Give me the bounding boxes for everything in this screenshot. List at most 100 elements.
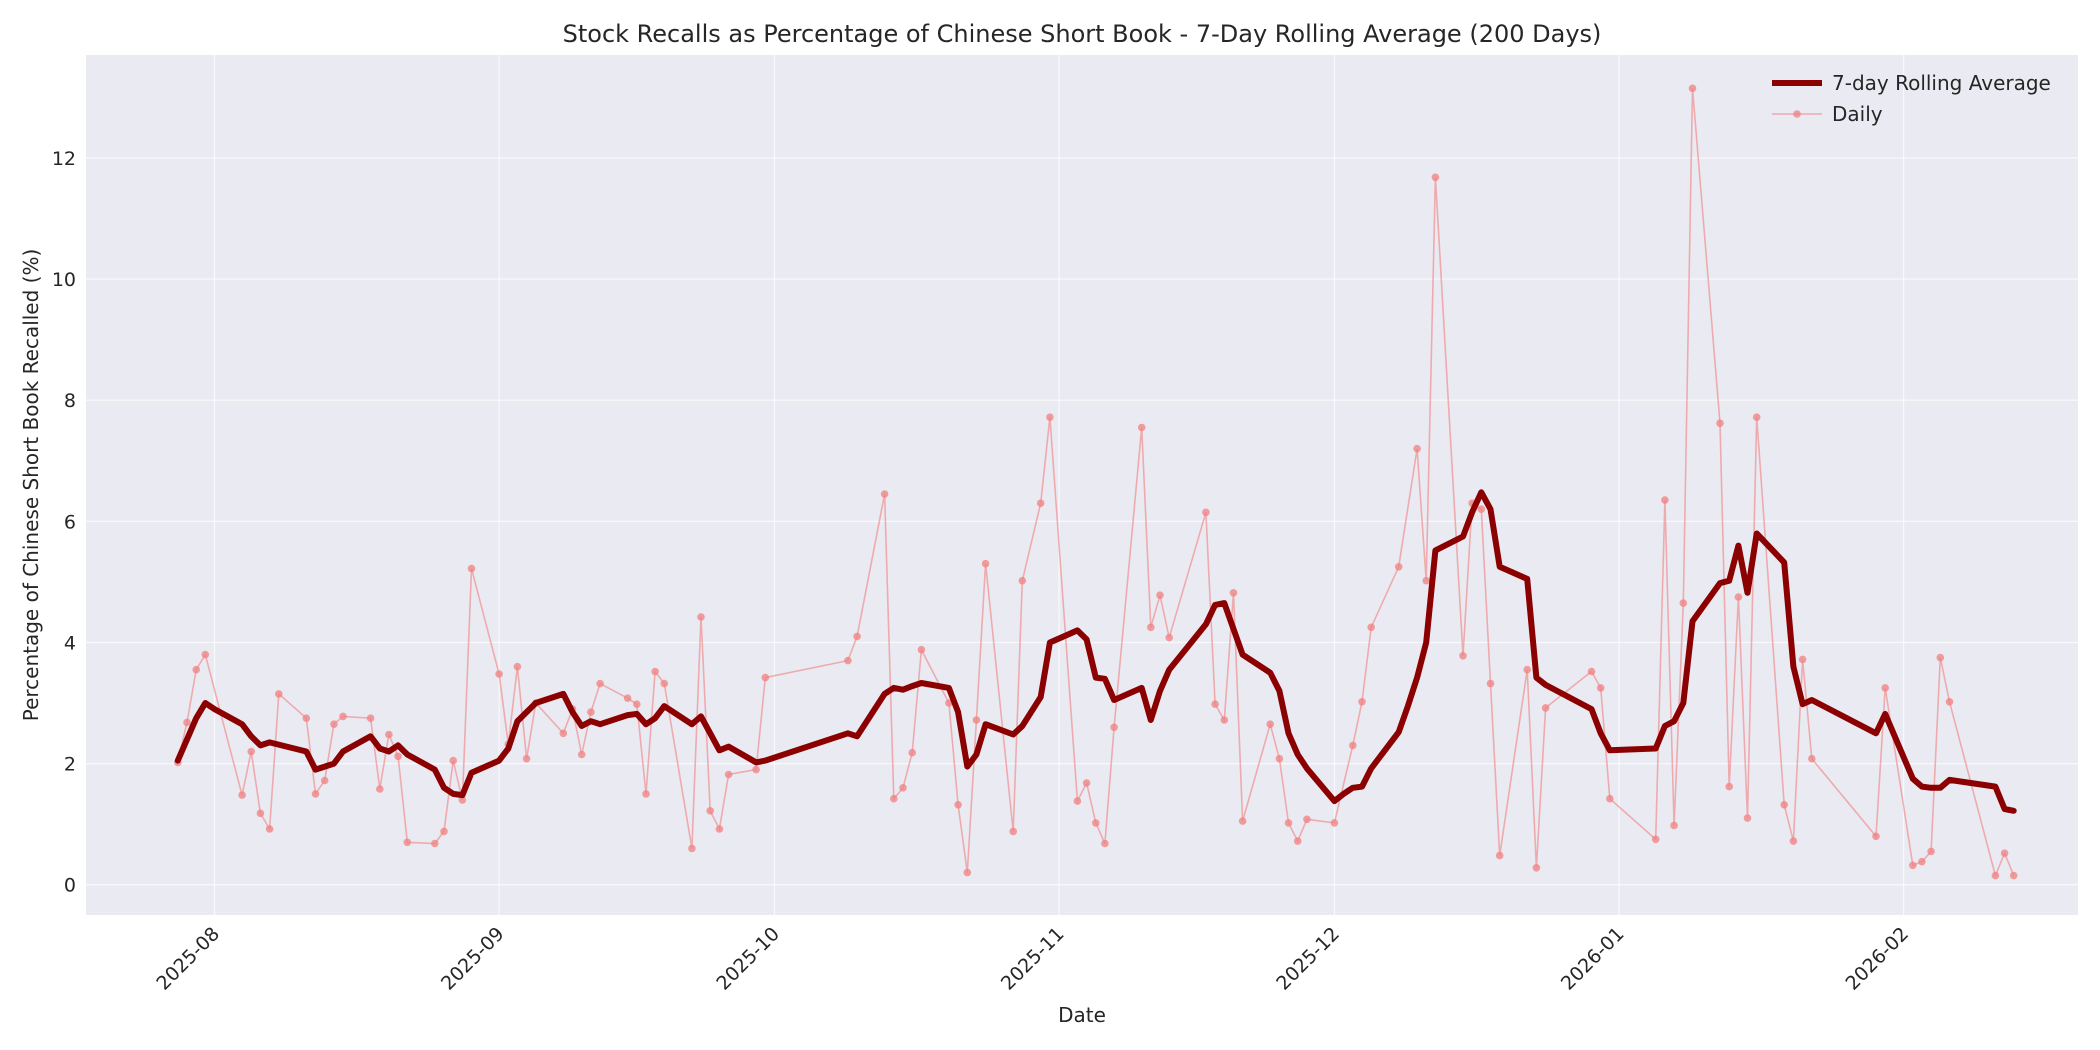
x-tick-label: 2025-09: [437, 923, 509, 995]
daily-point: [495, 670, 503, 678]
daily-point: [403, 838, 412, 847]
daily-point: [1202, 508, 1210, 517]
y-tick-label: 10: [52, 269, 76, 291]
series-layer: [174, 84, 2018, 880]
daily-point: [917, 645, 926, 654]
y-tick-label: 4: [64, 632, 76, 654]
daily-point: [587, 708, 595, 716]
daily-point: [1606, 794, 1614, 803]
daily-point: [1101, 839, 1109, 848]
daily-point: [366, 714, 375, 722]
daily-point: [1587, 667, 1596, 676]
daily-point: [1367, 623, 1375, 632]
daily-point: [431, 839, 439, 848]
daily-point: [201, 650, 210, 659]
y-axis-label: Percentage of Chinese Short Book Recalle…: [19, 249, 43, 722]
daily-point: [238, 791, 246, 799]
daily-point: [1541, 704, 1550, 712]
daily-point: [1477, 505, 1486, 513]
y-tick-label: 6: [64, 511, 76, 533]
daily-point: [1009, 827, 1017, 836]
y-tick-label: 12: [52, 148, 76, 170]
daily-point: [1532, 864, 1541, 872]
daily-point: [697, 613, 705, 621]
daily-point: [1716, 419, 1724, 428]
daily-point: [1046, 413, 1054, 422]
daily-point: [1165, 633, 1173, 642]
daily-point: [275, 690, 283, 698]
daily-point: [890, 794, 898, 803]
y-tick-label: 2: [64, 754, 76, 776]
daily-point: [449, 756, 458, 765]
daily-point: [981, 559, 990, 568]
daily-point: [513, 662, 522, 671]
daily-point: [954, 801, 962, 809]
legend-daily-marker: [1793, 110, 1801, 118]
x-axis: 2025-08 2025-09 2025-10 2025-11 2025-12 2026-…: [152, 923, 1913, 995]
daily-point: [339, 712, 347, 721]
daily-point: [880, 490, 889, 498]
x-tick-label: 2025-12: [1272, 923, 1344, 995]
daily-point: [1394, 563, 1403, 571]
daily-point: [1991, 871, 2000, 880]
daily-point: [844, 656, 852, 665]
y-tick-label: 8: [64, 390, 76, 412]
series-rolling-average-line: [174, 489, 2017, 814]
daily-point: [1881, 684, 1889, 692]
x-tick-label: 2025-11: [997, 923, 1069, 995]
daily-point: [1495, 851, 1504, 860]
daily-point: [1743, 814, 1752, 822]
daily-point: [1936, 653, 1945, 662]
legend-rolling-average-label: 7-day Rolling Average: [1832, 71, 2051, 95]
daily-point: [724, 770, 733, 779]
legend: 7-day Rolling Average Daily: [1772, 71, 2051, 126]
daily-point: [1137, 423, 1146, 432]
daily-point: [1422, 576, 1430, 585]
daily-point: [752, 765, 760, 774]
daily-point: [1945, 698, 1954, 706]
daily-point: [440, 827, 448, 836]
daily-point: [633, 700, 641, 708]
daily-point: [183, 718, 191, 727]
daily-point: [1752, 413, 1761, 422]
daily-point: [1679, 599, 1688, 607]
daily-point: [1523, 665, 1531, 674]
daily-point: [1651, 835, 1660, 844]
daily-point: [1092, 819, 1100, 827]
daily-point: [522, 754, 531, 763]
x-tick-label: 2025-08: [152, 923, 224, 995]
daily-point: [623, 694, 632, 702]
daily-point: [642, 790, 650, 798]
daily-point: [1238, 817, 1247, 825]
daily-point: [1110, 723, 1118, 732]
daily-point: [458, 796, 467, 804]
daily-point: [1229, 589, 1238, 597]
daily-point: [1431, 173, 1440, 182]
daily-point: [596, 679, 604, 688]
y-axis: 0 2 4 6 8 10 12: [52, 148, 76, 897]
daily-point: [853, 632, 861, 641]
daily-point: [1688, 84, 1697, 93]
daily-point: [394, 752, 402, 761]
daily-point: [1909, 861, 1917, 870]
daily-point: [1330, 819, 1339, 827]
daily-point: [2009, 871, 2018, 880]
daily-point: [1780, 801, 1788, 809]
daily-point: [1789, 837, 1798, 845]
daily-point: [1284, 819, 1293, 827]
chart-title: Stock Recalls as Percentage of Chinese S…: [563, 20, 1602, 48]
daily-point: [1293, 837, 1302, 845]
daily-point: [1661, 496, 1669, 504]
x-axis-label: Date: [1058, 1003, 1106, 1027]
daily-point: [1918, 857, 1926, 866]
daily-point: [1358, 698, 1366, 706]
daily-point: [1266, 720, 1274, 728]
daily-point: [1275, 754, 1284, 763]
daily-point: [330, 720, 338, 728]
y-tick-label: 0: [64, 875, 76, 897]
x-tick-label: 2026-02: [1841, 923, 1913, 995]
daily-point: [1596, 684, 1605, 692]
plot-area: [86, 55, 2078, 915]
daily-point: [1413, 444, 1421, 453]
